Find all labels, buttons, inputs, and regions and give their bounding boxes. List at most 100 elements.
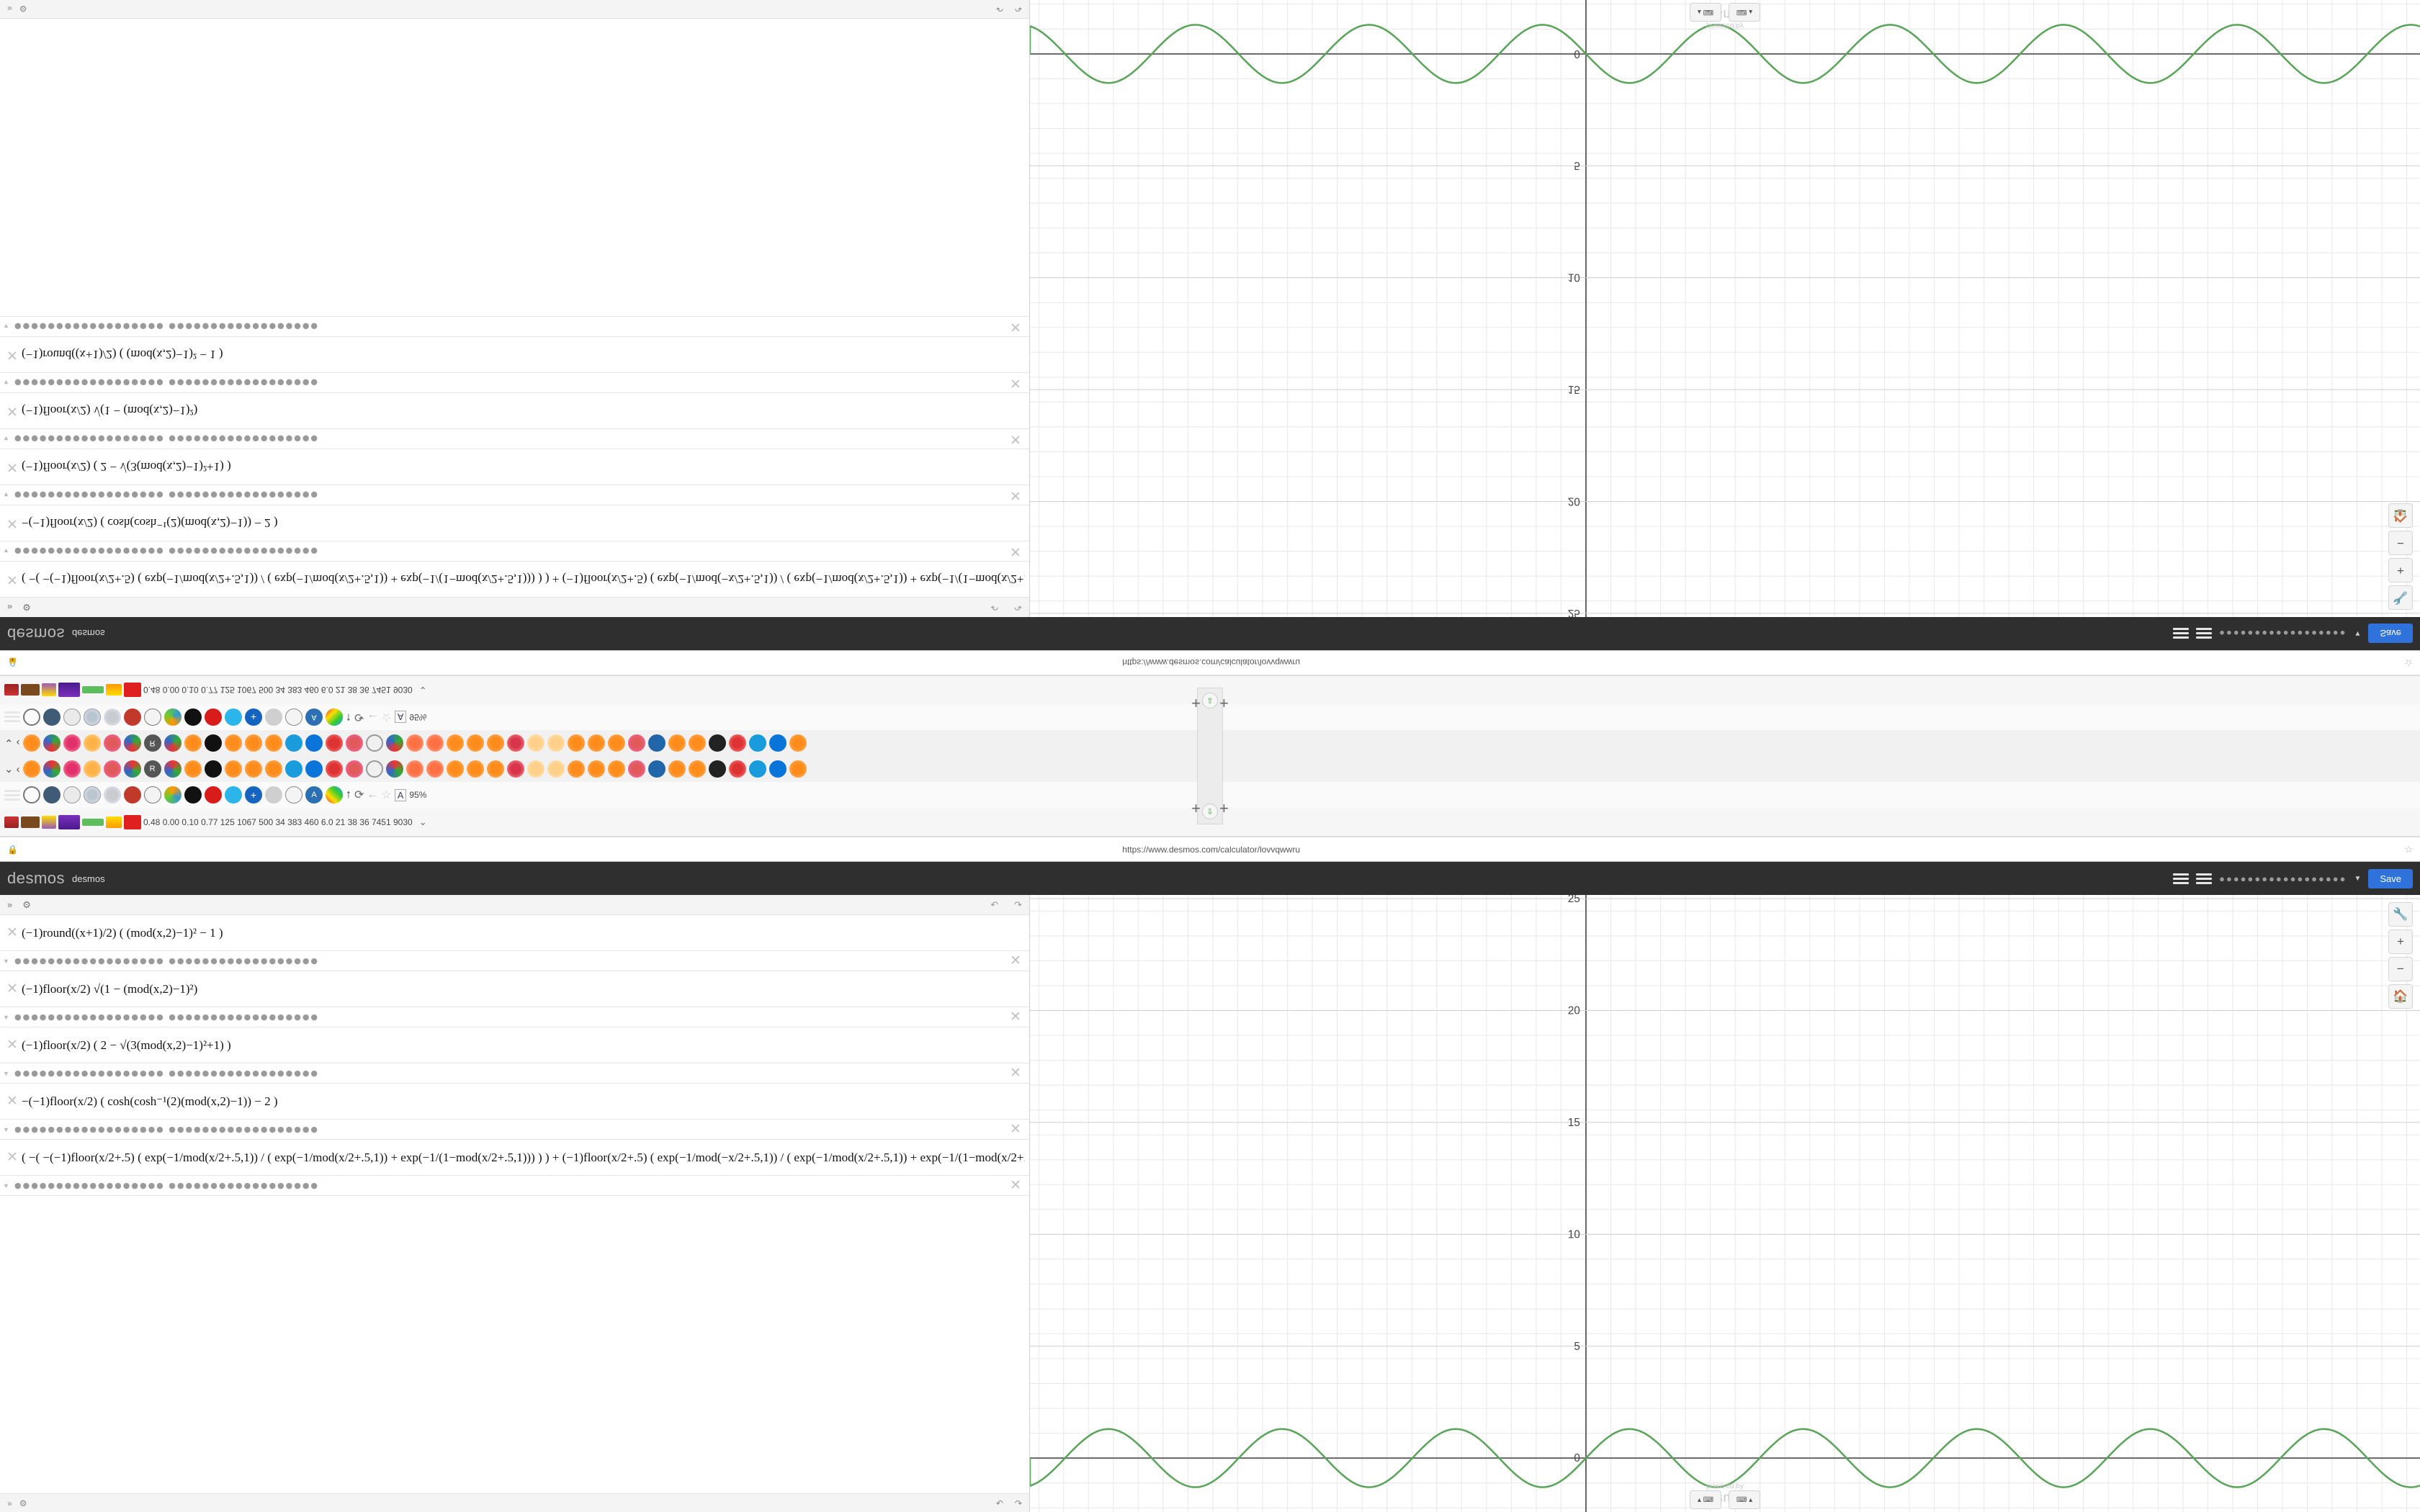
extension-icon[interactable] <box>244 734 262 752</box>
expression-math[interactable]: (−1)floor(x/2) √(1 − (mod(x,2)−1)²) <box>22 404 198 418</box>
gear-icon[interactable] <box>23 786 40 804</box>
extension-icon[interactable] <box>587 760 605 778</box>
extension-icon[interactable] <box>728 760 746 778</box>
keypad-toggle-group[interactable]: ▴ ⌨ ⌨ ▴ <box>1690 3 1760 22</box>
extension-icon[interactable] <box>728 734 746 752</box>
extension-icon[interactable] <box>526 734 544 752</box>
extension-icon[interactable] <box>83 760 101 778</box>
refresh-icon[interactable] <box>225 786 242 804</box>
extension-icon[interactable] <box>627 734 645 752</box>
extension-icon[interactable] <box>789 760 807 778</box>
translate-icon[interactable]: A <box>305 786 323 804</box>
desmos-logo[interactable]: desmos <box>7 869 66 887</box>
list-icon[interactable] <box>2196 873 2213 884</box>
extension-icon[interactable] <box>284 734 302 752</box>
address-bar[interactable]: 🔒 https://www.desmos.com/calculator/lovv… <box>0 651 2420 675</box>
chevron-down-icon[interactable]: ▼ <box>3 1013 9 1021</box>
address-bar[interactable]: 🔒 https://www.desmos.com/calculator/lovv… <box>0 837 2420 861</box>
undo-icon[interactable]: ↶ <box>995 4 1003 14</box>
undo-icon[interactable]: ↶ <box>995 1498 1003 1508</box>
trash-icon[interactable] <box>184 708 202 726</box>
chevron-down-icon[interactable]: ▼ <box>2354 629 2362 638</box>
download-icon[interactable]: ↑ <box>346 711 351 724</box>
chevron-down-icon[interactable]: ▼ <box>3 1125 9 1133</box>
redo-icon[interactable]: ↷ <box>1014 4 1022 14</box>
expression-list-footer[interactable]: » ⚙ ↶ ↷ <box>0 1493 1029 1512</box>
delete-expression-icon[interactable]: ✕ <box>6 347 18 362</box>
collapse-icon[interactable]: » <box>7 602 13 613</box>
expression-row[interactable]: ✕ (−1)floor(x/2) ( 2 − √(3(mod(x,2)−1)²+1… <box>0 449 1029 485</box>
extension-icon[interactable] <box>42 760 60 778</box>
reload-icon[interactable]: ⟳ <box>354 711 364 723</box>
wrench-icon[interactable] <box>43 786 60 804</box>
delete-expression-icon[interactable]: ✕ <box>1010 375 1021 390</box>
expression-list-header[interactable]: » ⚙ ↶ ↷ <box>0 597 1029 617</box>
extension-icon[interactable] <box>42 734 60 752</box>
extension-icon[interactable] <box>567 734 585 752</box>
add-expression-icon[interactable]: + <box>1219 799 1229 817</box>
gear-icon[interactable]: ⚙ <box>19 4 27 14</box>
chevron-down-icon[interactable]: ▼ <box>3 435 9 443</box>
extension-icon[interactable] <box>385 760 403 778</box>
highlighter-icon[interactable] <box>326 708 343 726</box>
extension-icon[interactable] <box>63 760 81 778</box>
add-icon[interactable]: + <box>245 786 262 804</box>
slider-row[interactable]: ▼ ●●●●●●●●●●●●●●●●●● ●●●●●●●●●●●●●●●●●● ✕ <box>0 1063 1029 1084</box>
reload-icon[interactable]: ⟳ <box>354 789 364 801</box>
extension-icon[interactable] <box>446 760 464 778</box>
wrench-icon[interactable]: 🔧 <box>2388 902 2413 927</box>
slider-row[interactable]: ▼ ●●●●●●●●●●●●●●●●●● ●●●●●●●●●●●●●●●●●● ✕ <box>0 485 1029 505</box>
collapse-icon[interactable]: » <box>7 899 13 910</box>
zoom-in-icon[interactable]: + <box>2388 930 2413 954</box>
extension-icon[interactable] <box>63 734 81 752</box>
extension-icon[interactable] <box>547 734 565 752</box>
slider-row[interactable]: ▼ ●●●●●●●●●●●●●●●●●● ●●●●●●●●●●●●●●●●●● ✕ <box>0 372 1029 392</box>
desmos-logo[interactable]: desmos <box>7 625 66 643</box>
extension-icon[interactable] <box>466 734 484 752</box>
delete-expression-icon[interactable]: ✕ <box>1010 1178 1021 1193</box>
chevron-down-icon[interactable]: ⌄ <box>4 763 14 775</box>
back-arrow-icon[interactable]: ← <box>367 711 379 724</box>
extension-icon[interactable] <box>264 734 282 752</box>
back-icon[interactable]: ‹ <box>16 762 20 775</box>
chevron-down-icon[interactable]: ▼ <box>3 379 9 387</box>
gear-icon[interactable]: ⚙ <box>19 1498 27 1508</box>
expression-math[interactable]: (−1)floor(x/2) √(1 − (mod(x,2)−1)²) <box>22 981 198 996</box>
undo-icon[interactable]: ↶ <box>990 602 999 613</box>
extension-icon[interactable] <box>123 760 141 778</box>
graph-canvas[interactable]: 0 5 10 15 20 25 🔧 + − 🏠 powered by desmos ▴ ⌨… <box>1030 0 2420 617</box>
bookmark-icon[interactable] <box>4 684 19 696</box>
extension-icon[interactable] <box>748 734 766 752</box>
extension-icon[interactable] <box>426 760 444 778</box>
expression-row[interactable]: ✕ (−1)floor(x/2) √(1 − (mod(x,2)−1)²) <box>0 971 1029 1007</box>
save-button[interactable]: Save <box>2368 624 2413 644</box>
gear-icon[interactable]: ⚙ <box>22 602 31 613</box>
extension-icon[interactable] <box>688 760 706 778</box>
extension-icon[interactable] <box>345 734 363 752</box>
expression-math[interactable]: (−1)round((x+1)/2) ( (mod(x,2)−1)² − 1 ) <box>22 348 223 362</box>
translate-badge-icon[interactable]: A <box>394 788 407 801</box>
add-expression-icon[interactable]: + <box>1219 694 1229 712</box>
extension-icon[interactable] <box>567 760 585 778</box>
thumbs-up-icon[interactable] <box>63 708 81 726</box>
zoom-out-icon[interactable]: − <box>2388 957 2413 981</box>
add-expression-icon[interactable]: + <box>1191 799 1201 817</box>
extension-icon[interactable] <box>405 734 424 752</box>
extension-icon[interactable] <box>264 760 282 778</box>
extension-icon[interactable]: R <box>143 734 161 752</box>
shield-icon[interactable] <box>104 708 121 726</box>
add-expression-group-top[interactable]: + + <box>1191 694 1229 713</box>
download-icon[interactable]: ↑ <box>346 788 351 801</box>
extension-icon[interactable] <box>22 760 40 778</box>
save-button[interactable]: Save <box>2368 868 2413 888</box>
extension-icon[interactable] <box>668 760 686 778</box>
extension-icon[interactable] <box>345 760 363 778</box>
puzzle-icon[interactable] <box>164 786 182 804</box>
expression-row[interactable]: ✕ (−1)floor(x/2) ( 2 − √(3(mod(x,2)−1)²+1… <box>0 1027 1029 1063</box>
extension-icon[interactable] <box>305 734 323 752</box>
refresh-icon[interactable] <box>225 708 242 726</box>
extension-icon[interactable] <box>224 734 242 752</box>
bookmark-label[interactable]: 0.48 0.00 0.10 0.77 125 1067 500 34 383 … <box>143 816 413 827</box>
extension-icon[interactable] <box>647 760 666 778</box>
menu-icon[interactable] <box>4 711 20 723</box>
